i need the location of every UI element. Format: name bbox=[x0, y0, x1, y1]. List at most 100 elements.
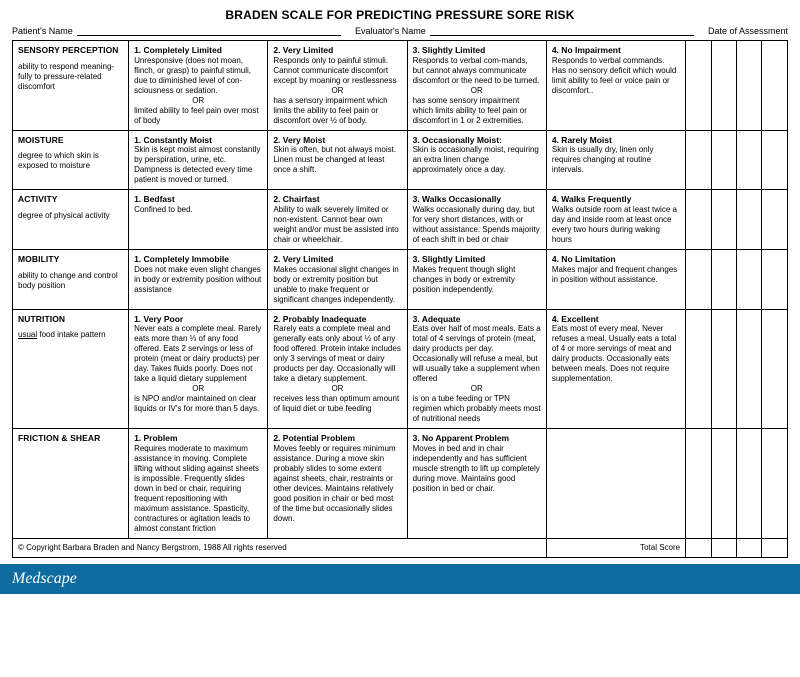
level-desc: Unresponsive (does not moan, flinch, or … bbox=[134, 56, 262, 96]
total-score-cell[interactable] bbox=[686, 538, 711, 557]
level-desc: Eats most of every meal. Never refuses a… bbox=[552, 324, 680, 384]
level-title: 3. Occasionally Moist: bbox=[413, 135, 541, 146]
level-cell: 3. Slightly LimitedResponds to verbal co… bbox=[407, 41, 546, 131]
level-desc: Confined to bed. bbox=[134, 205, 262, 215]
total-score-cell[interactable] bbox=[762, 538, 788, 557]
score-cell[interactable] bbox=[762, 41, 788, 131]
total-score-cell[interactable] bbox=[711, 538, 736, 557]
score-cell[interactable] bbox=[762, 309, 788, 429]
evaluator-name-input[interactable] bbox=[430, 26, 694, 36]
score-cell[interactable] bbox=[686, 41, 711, 131]
level-title: 2. Very Limited bbox=[273, 45, 401, 56]
level-title: 1. Problem bbox=[134, 433, 262, 444]
category-cell: SENSORY PERCEPTIONability to respond mea… bbox=[13, 41, 129, 131]
level-cell: 3. AdequateEats over half of most meals.… bbox=[407, 309, 546, 429]
category-desc: usual food intake pattern bbox=[18, 330, 123, 340]
level-or: OR bbox=[413, 384, 541, 394]
category-name: MOISTURE bbox=[18, 135, 123, 146]
level-desc: Eats over half of most meals. Eats a tot… bbox=[413, 324, 541, 384]
level-cell: 2. ChairfastAbility to walk severely lim… bbox=[268, 190, 407, 250]
score-cell[interactable] bbox=[711, 190, 736, 250]
level-desc: Makes major and frequent changes in posi… bbox=[552, 265, 680, 285]
level-title: 2. Chairfast bbox=[273, 194, 401, 205]
level-or: OR bbox=[273, 86, 401, 96]
table-row: NUTRITIONusual food intake pattern1. Ver… bbox=[13, 309, 788, 429]
level-cell: 2. Probably InadequateRarely eats a comp… bbox=[268, 309, 407, 429]
score-cell[interactable] bbox=[762, 249, 788, 309]
level-desc: Skin is usually dry, linen only requires… bbox=[552, 145, 680, 175]
level-cell: 2. Very LimitedMakes occasional slight c… bbox=[268, 249, 407, 309]
level-desc: Responds to verbal com-mands, but cannot… bbox=[413, 56, 541, 86]
score-cell[interactable] bbox=[737, 309, 762, 429]
score-cell[interactable] bbox=[686, 130, 711, 190]
score-cell[interactable] bbox=[737, 190, 762, 250]
category-cell: ACTIVITYdegree of physical activity bbox=[13, 190, 129, 250]
level-desc: Skin is occasionally moist, requiring an… bbox=[413, 145, 541, 175]
level-desc: Makes occasional slight changes in body … bbox=[273, 265, 401, 305]
level-cell: 4. No LimitationMakes major and frequent… bbox=[546, 249, 685, 309]
patient-name-label: Patient's Name bbox=[12, 26, 73, 36]
level-cell: 1. Completely LimitedUnresponsive (does … bbox=[129, 41, 268, 131]
score-cell[interactable] bbox=[737, 249, 762, 309]
score-cell[interactable] bbox=[737, 130, 762, 190]
form-header-row: Patient's Name Evaluator's Name Date of … bbox=[12, 26, 788, 36]
level-or: OR bbox=[134, 96, 262, 106]
category-desc: degree to which skin is exposed to moist… bbox=[18, 151, 123, 171]
level-title: 3. No Apparent Problem bbox=[413, 433, 541, 444]
level-desc: Moves feebly or requires minimum assista… bbox=[273, 444, 401, 524]
score-cell[interactable] bbox=[762, 190, 788, 250]
evaluator-name-label: Evaluator's Name bbox=[355, 26, 426, 36]
score-cell[interactable] bbox=[711, 130, 736, 190]
level-title: 4. Walks Frequently bbox=[552, 194, 680, 205]
category-cell: FRICTION & SHEAR bbox=[13, 429, 129, 539]
level-title: 1. Very Poor bbox=[134, 314, 262, 325]
level-desc-2: has a sensory impairment which limits th… bbox=[273, 96, 401, 126]
level-cell: 3. Slightly LimitedMakes frequent though… bbox=[407, 249, 546, 309]
level-desc-2: limited ability to feel pain over most o… bbox=[134, 106, 262, 126]
score-cell[interactable] bbox=[737, 41, 762, 131]
score-cell[interactable] bbox=[762, 130, 788, 190]
table-row: FRICTION & SHEAR1. ProblemRequires moder… bbox=[13, 429, 788, 539]
brand-logo: Medscape bbox=[12, 570, 77, 587]
category-name: MOBILITY bbox=[18, 254, 123, 265]
level-desc: Makes frequent though slight changes in … bbox=[413, 265, 541, 295]
table-row: MOISTURE degree to which skin is exposed … bbox=[13, 130, 788, 190]
score-cell[interactable] bbox=[762, 429, 788, 539]
category-name: SENSORY PERCEPTION bbox=[18, 45, 123, 56]
patient-name-input[interactable] bbox=[77, 26, 341, 36]
level-title: 2. Potential Problem bbox=[273, 433, 401, 444]
level-or: OR bbox=[413, 86, 541, 96]
score-cell[interactable] bbox=[711, 249, 736, 309]
score-cell[interactable] bbox=[686, 190, 711, 250]
category-cell: NUTRITIONusual food intake pattern bbox=[13, 309, 129, 429]
level-title: 1. Completely Limited bbox=[134, 45, 262, 56]
level-cell: 3. Occasionally Moist:Skin is occasional… bbox=[407, 130, 546, 190]
level-desc: Walks occasionally during day, but for v… bbox=[413, 205, 541, 245]
level-desc-2: is on a tube feeding or TPN regimen whic… bbox=[413, 394, 541, 424]
level-title: 1. Constantly Moist bbox=[134, 135, 262, 146]
table-row: SENSORY PERCEPTIONability to respond mea… bbox=[13, 41, 788, 131]
level-cell: 4. No ImpairmentResponds to verbal comma… bbox=[546, 41, 685, 131]
braden-table: SENSORY PERCEPTIONability to respond mea… bbox=[12, 40, 788, 558]
footer-row: © Copyright Barbara Braden and Nancy Ber… bbox=[13, 538, 788, 557]
score-cell[interactable] bbox=[711, 429, 736, 539]
score-cell[interactable] bbox=[711, 41, 736, 131]
score-cell[interactable] bbox=[737, 429, 762, 539]
level-cell bbox=[546, 429, 685, 539]
score-cell[interactable] bbox=[686, 249, 711, 309]
score-cell[interactable] bbox=[686, 429, 711, 539]
level-cell: 3. Walks OccasionallyWalks occasionally … bbox=[407, 190, 546, 250]
level-title: 4. No Limitation bbox=[552, 254, 680, 265]
brand-bar: Medscape bbox=[0, 564, 800, 594]
level-cell: 1. Very PoorNever eats a complete meal. … bbox=[129, 309, 268, 429]
level-desc: Walks outside room at least twice a day … bbox=[552, 205, 680, 245]
score-cell[interactable] bbox=[686, 309, 711, 429]
total-score-cell[interactable] bbox=[737, 538, 762, 557]
page: BRADEN SCALE FOR PREDICTING PRESSURE SOR… bbox=[0, 0, 800, 558]
copyright-text: © Copyright Barbara Braden and Nancy Ber… bbox=[13, 538, 547, 557]
category-desc: ability to change and control body posit… bbox=[18, 271, 123, 291]
date-label: Date of Assessment bbox=[708, 26, 788, 36]
level-title: 3. Adequate bbox=[413, 314, 541, 325]
level-desc: Skin is kept moist almost constantly by … bbox=[134, 145, 262, 185]
score-cell[interactable] bbox=[711, 309, 736, 429]
